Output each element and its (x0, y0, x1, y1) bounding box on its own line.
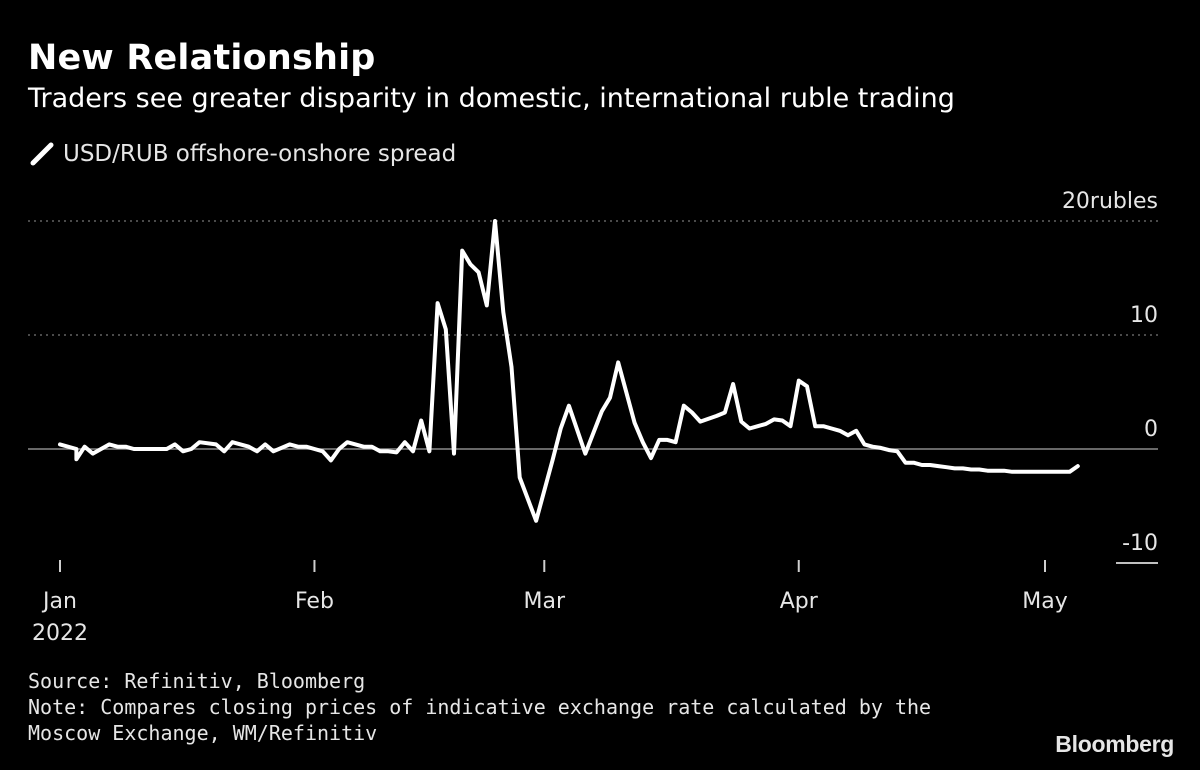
x-tick-label: Apr (780, 589, 819, 614)
y-tick-label: -10 (1122, 531, 1158, 556)
chart-title: New Relationship (28, 38, 376, 78)
x-tick-label: Feb (295, 589, 334, 614)
series-lines (58, 219, 1080, 523)
note-line-1: Note: Compares closing prices of indicat… (28, 695, 932, 719)
x-tick-year-label: 2022 (32, 621, 88, 646)
x-axis-ticks: Jan 2022 Feb Mar Apr May (32, 560, 1068, 646)
grid-lines (28, 220, 1158, 564)
y-tick-label: 0 (1144, 417, 1158, 442)
x-tick-label: Jan (41, 589, 77, 614)
legend-label: USD/RUB offshore-onshore spread (63, 141, 457, 167)
y-tick-label: 10 (1130, 303, 1158, 328)
chart-subtitle: Traders see greater disparity in domesti… (28, 83, 955, 114)
slash-line-icon (30, 142, 54, 166)
y-tick-label: 20rubles (1062, 189, 1158, 214)
legend: USD/RUB offshore-onshore spread (30, 141, 456, 167)
series-line (58, 219, 1080, 523)
x-tick-label: Mar (524, 589, 566, 614)
source-note: Source: Refinitiv, Bloomberg (28, 669, 366, 693)
note-line-2: Moscow Exchange, WM/Refinitiv (28, 721, 378, 745)
y-axis-ticks: 20rubles 10 0 -10 (1062, 189, 1158, 556)
chart-footer: Source: Refinitiv, Bloomberg Note: Compa… (28, 668, 931, 746)
x-tick-label: May (1022, 589, 1067, 614)
bloomberg-logo: Bloomberg (1055, 731, 1174, 757)
